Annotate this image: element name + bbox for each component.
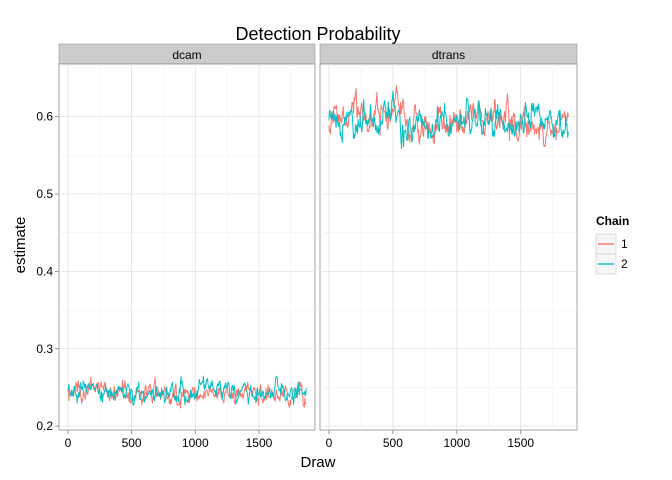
facet-panel-dcam: dcam 0 500 1000 1500: [58, 43, 316, 450]
facet-panels: dcam 0 500 1000 1500 dtrans 0 500 1000 1500: [58, 43, 578, 450]
y-axis-label: estimate: [12, 217, 29, 274]
panel-background: [58, 63, 316, 431]
y-tick-label: 0.6: [36, 110, 53, 124]
legend-entry-label: 1: [621, 237, 628, 251]
trace-line-chain-1: [328, 85, 569, 147]
facet-strip-label: dtrans: [432, 48, 465, 62]
y-tick-label: 0.5: [36, 187, 53, 201]
x-tick-label: 500: [383, 436, 403, 450]
x-tick-label: 1000: [182, 436, 209, 450]
x-tick-label: 0: [65, 436, 72, 450]
panel-background: [319, 63, 578, 431]
x-tick-label: 500: [122, 436, 142, 450]
legend: Chain 1 2: [595, 214, 629, 275]
y-tick-label: 0.3: [36, 342, 53, 356]
y-axis: 0.2 0.3 0.4 0.5 0.6: [36, 110, 59, 433]
chart-title: Detection Probability: [235, 24, 400, 44]
facet-strip-label: dcam: [172, 48, 201, 62]
y-tick-label: 0.2: [36, 419, 53, 433]
x-tick-label: 1000: [443, 436, 470, 450]
trace-line-chain-2: [67, 375, 307, 407]
x-axis-label: Draw: [300, 454, 335, 471]
y-tick-label: 0.4: [36, 264, 53, 278]
facet-panel-dtrans: dtrans 0 500 1000 1500: [319, 43, 578, 450]
x-tick-label: 1500: [246, 436, 273, 450]
x-tick-label: 1500: [507, 436, 534, 450]
trace-line-chain-2: [328, 90, 569, 150]
x-tick-label: 0: [326, 436, 333, 450]
legend-entry-label: 2: [621, 257, 628, 271]
legend-title: Chain: [596, 214, 629, 228]
